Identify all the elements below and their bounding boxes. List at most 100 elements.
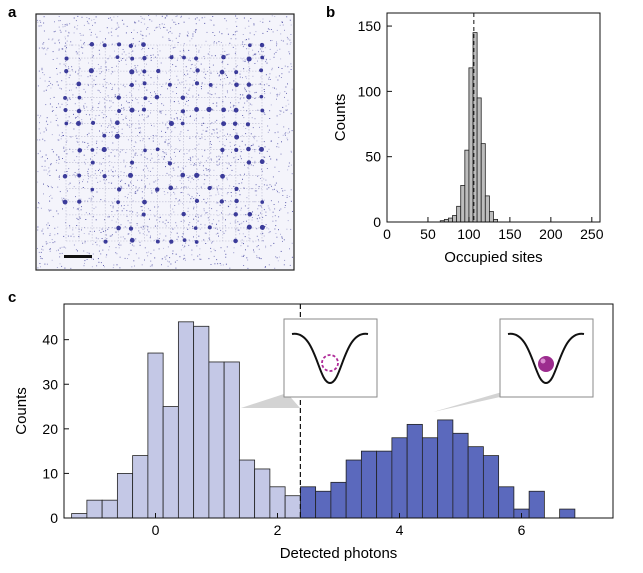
noise-dot: [143, 226, 144, 228]
x-tick-label: 200: [539, 226, 563, 242]
noise-dot: [274, 208, 276, 210]
noise-dot: [195, 45, 196, 47]
noise-dot: [172, 228, 174, 230]
noise-dot: [210, 72, 212, 74]
noise-dot: [138, 257, 140, 259]
noise-dot: [117, 88, 119, 90]
noise-dot: [44, 160, 46, 162]
noise-dot: [151, 157, 153, 159]
noise-dot: [83, 24, 85, 26]
noise-dot: [192, 35, 194, 37]
noise-dot: [272, 31, 274, 33]
noise-dot: [287, 220, 289, 222]
noise-dot: [201, 124, 203, 126]
noise-dot: [94, 22, 96, 24]
noise-dot: [203, 71, 205, 73]
noise-dot: [263, 178, 265, 180]
noise-dot: [136, 72, 138, 73]
noise-dot: [216, 102, 218, 104]
noise-dot: [244, 39, 246, 41]
noise-dot: [171, 176, 173, 178]
noise-dot: [181, 186, 183, 188]
noise-dot: [175, 112, 177, 114]
noise-dot: [88, 145, 90, 147]
noise-dot: [274, 228, 276, 230]
noise-dot: [214, 93, 216, 95]
noise-dot: [239, 76, 241, 78]
noise-dot: [109, 161, 111, 162]
noise-dot: [161, 258, 163, 260]
x-axis-label: Detected photons: [280, 545, 398, 562]
atom-spot: [221, 107, 226, 113]
atom-spot: [90, 187, 95, 192]
noise-dot: [138, 74, 140, 76]
noise-dot: [73, 159, 75, 161]
noise-dot: [82, 181, 83, 183]
noise-dot: [126, 25, 128, 27]
noise-dot: [87, 171, 89, 173]
y-tick-label: 50: [365, 149, 381, 165]
noise-dot: [131, 124, 133, 126]
axes-frame: [63, 303, 614, 519]
noise-dot: [268, 264, 270, 266]
noise-dot: [241, 135, 243, 137]
noise-dot: [38, 203, 40, 205]
atom-spot: [194, 56, 199, 61]
noise-dot: [104, 102, 106, 104]
noise-dot: [239, 98, 241, 100]
noise-dot: [251, 117, 253, 119]
noise-dot: [37, 85, 39, 87]
noise-dot: [251, 157, 253, 159]
noise-dot: [79, 33, 81, 34]
noise-dot: [175, 222, 177, 224]
noise-dot: [212, 16, 214, 17]
noise-dot: [259, 126, 260, 128]
noise-dot: [205, 160, 207, 162]
noise-dot: [219, 141, 221, 142]
noise-dot: [221, 153, 223, 155]
noise-dot: [136, 99, 138, 100]
noise-dot: [286, 196, 288, 198]
noise-dot: [245, 214, 247, 216]
noise-dot: [272, 87, 274, 89]
noise-dot: [55, 169, 57, 171]
noise-dot: [229, 267, 231, 269]
noise-dot: [158, 158, 160, 160]
noise-dot: [37, 181, 39, 183]
atom-spot: [129, 107, 135, 113]
noise-dot: [186, 70, 188, 72]
noise-dot: [202, 117, 204, 119]
noise-dot: [87, 142, 89, 144]
noise-dot: [148, 100, 150, 102]
noise-dot: [149, 170, 151, 172]
noise-dot: [98, 250, 100, 252]
noise-dot: [269, 209, 271, 211]
noise-dot: [77, 141, 79, 143]
noise-dot: [153, 249, 155, 251]
noise-dot: [203, 76, 205, 78]
noise-dot: [227, 133, 228, 135]
atom-spot: [221, 121, 227, 127]
noise-dot: [261, 50, 262, 52]
noise-dot: [283, 126, 285, 128]
noise-dot: [227, 63, 229, 65]
noise-dot: [66, 40, 68, 42]
noise-dot: [63, 146, 65, 148]
noise-dot: [103, 265, 104, 266]
wechat-icon-bubble: [402, 544, 412, 554]
noise-dot: [61, 199, 63, 201]
noise-dot: [254, 135, 256, 137]
noise-dot: [159, 50, 161, 52]
noise-dot: [83, 43, 84, 45]
noise-dot: [112, 267, 114, 269]
noise-dot: [42, 138, 44, 140]
y-tick-label: 0: [50, 510, 58, 526]
noise-dot: [247, 167, 249, 169]
noise-dot: [159, 111, 161, 113]
noise-dot: [120, 180, 121, 182]
noise-dot: [174, 193, 176, 195]
noise-dot: [81, 16, 83, 18]
noise-dot: [43, 16, 45, 18]
noise-dot: [241, 242, 243, 244]
noise-dot: [162, 221, 164, 223]
